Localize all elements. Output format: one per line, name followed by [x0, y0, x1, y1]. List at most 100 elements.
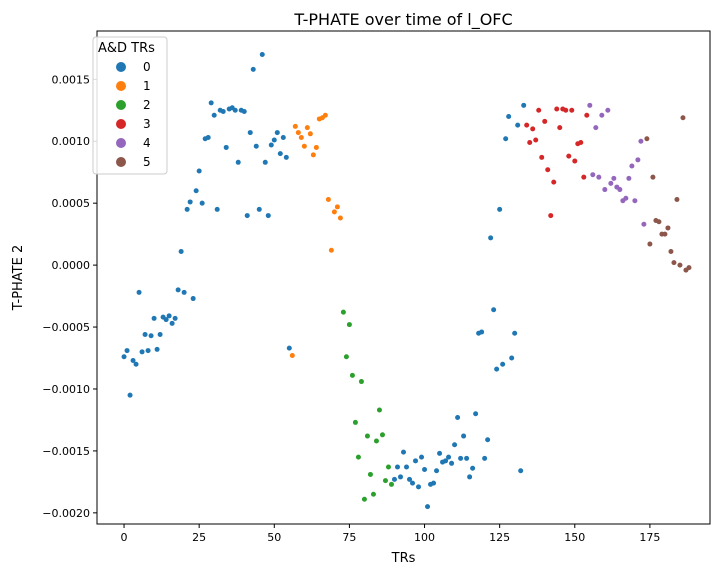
- point-series-0-79: [461, 433, 467, 439]
- point-series-0-74: [446, 454, 452, 460]
- point-series-3-13: [563, 107, 569, 113]
- point-series-2-15: [385, 464, 391, 470]
- point-series-0-25: [196, 168, 202, 174]
- y-tick-label: −0.0005: [42, 321, 90, 334]
- point-series-0-15: [166, 313, 172, 319]
- point-series-4-16: [635, 157, 641, 163]
- legend-label-3: 3: [143, 117, 151, 131]
- point-series-3-15: [569, 107, 575, 113]
- point-series-3-2: [530, 126, 536, 132]
- point-series-1-8: [313, 144, 319, 150]
- point-series-3-16: [572, 158, 578, 164]
- point-series-4-14: [629, 163, 635, 169]
- chart-title: T-PHATE over time of l_OFC: [293, 10, 512, 30]
- point-series-0-64: [416, 484, 422, 490]
- point-series-0-87: [485, 437, 491, 443]
- point-series-0-95: [509, 355, 515, 361]
- legend-marker-3: [116, 119, 126, 129]
- point-series-1-0: [289, 353, 295, 359]
- legend-label-1: 1: [143, 79, 151, 93]
- point-series-3-10: [554, 106, 560, 112]
- point-series-3-9: [551, 179, 557, 185]
- point-series-0-42: [247, 130, 253, 136]
- point-series-0-14: [163, 317, 169, 323]
- point-series-3-1: [527, 139, 533, 145]
- point-series-0-85: [479, 329, 485, 335]
- y-tick-label: −0.0020: [42, 507, 90, 520]
- point-series-0-70: [434, 468, 440, 474]
- x-tick-label: 175: [639, 531, 660, 544]
- point-series-4-1: [590, 172, 596, 178]
- point-series-0-45: [256, 206, 262, 212]
- plot-frame: [96, 30, 711, 525]
- point-series-5-9: [671, 260, 677, 266]
- point-series-2-11: [373, 438, 379, 444]
- point-series-0-11: [154, 346, 160, 352]
- point-series-0-71: [437, 450, 443, 456]
- point-series-4-2: [593, 125, 599, 131]
- legend-label-2: 2: [143, 98, 151, 112]
- point-series-5-14: [686, 265, 692, 271]
- point-series-2-3: [349, 372, 355, 378]
- point-series-3-3: [533, 137, 539, 143]
- point-series-4-10: [617, 187, 623, 193]
- point-series-0-46: [259, 52, 265, 58]
- point-series-0-51: [274, 130, 280, 136]
- point-series-2-6: [358, 379, 364, 385]
- point-series-0-93: [503, 136, 509, 142]
- x-tick-label: 25: [192, 531, 206, 544]
- y-tick-label: −0.0010: [42, 383, 90, 396]
- point-series-4-18: [641, 221, 647, 227]
- point-series-0-78: [458, 455, 464, 461]
- legend-marker-2: [116, 100, 126, 110]
- point-series-0-96: [512, 330, 518, 336]
- point-series-0-49: [268, 142, 274, 148]
- point-series-2-0: [340, 309, 346, 315]
- point-series-0-59: [401, 449, 406, 455]
- point-series-4-3: [596, 174, 602, 180]
- point-series-2-2: [346, 322, 352, 328]
- point-series-2-12: [376, 407, 382, 413]
- point-series-0-44: [253, 143, 259, 149]
- point-series-0-2: [127, 392, 133, 398]
- point-series-0-58: [398, 474, 403, 480]
- point-series-2-9: [367, 471, 373, 477]
- point-series-0-21: [184, 206, 190, 212]
- point-series-0-9: [148, 333, 154, 339]
- point-series-0-99: [521, 102, 527, 108]
- point-series-2-5: [355, 454, 361, 460]
- y-axis-label: T-PHATE 2: [11, 245, 26, 312]
- point-series-0-38: [235, 159, 241, 165]
- point-series-0-62: [410, 480, 416, 486]
- point-series-0-43: [250, 66, 256, 72]
- point-series-0-0: [121, 354, 127, 360]
- y-tick-label: −0.0015: [42, 445, 90, 458]
- legend-entries: 0 1 2 3 4 5: [116, 60, 151, 169]
- point-series-3-8: [548, 213, 554, 219]
- point-series-0-67: [425, 504, 431, 510]
- x-axis-label: TRs: [391, 551, 416, 566]
- point-series-0-73: [443, 458, 449, 464]
- legend-box: [92, 36, 168, 175]
- point-series-0-57: [394, 464, 400, 470]
- point-series-3-0: [524, 122, 530, 128]
- legend: A&D TRs 0 1 2 3 4 5: [92, 36, 168, 175]
- point-series-1-6: [307, 131, 313, 137]
- point-series-3-18: [578, 139, 584, 145]
- point-series-0-5: [136, 289, 142, 295]
- point-series-1-11: [322, 112, 328, 118]
- point-series-5-2: [650, 174, 656, 180]
- point-series-3-14: [566, 153, 572, 159]
- point-series-0-26: [199, 200, 205, 206]
- data-points: [121, 52, 692, 510]
- point-series-3-6: [542, 118, 548, 124]
- point-series-2-10: [370, 491, 376, 497]
- point-series-0-60: [404, 464, 409, 470]
- point-series-0-18: [175, 287, 181, 293]
- point-series-0-69: [431, 480, 437, 486]
- point-series-0-94: [506, 113, 512, 119]
- point-series-0-53: [280, 135, 286, 141]
- point-series-1-15: [334, 204, 340, 210]
- point-series-0-37: [232, 107, 238, 113]
